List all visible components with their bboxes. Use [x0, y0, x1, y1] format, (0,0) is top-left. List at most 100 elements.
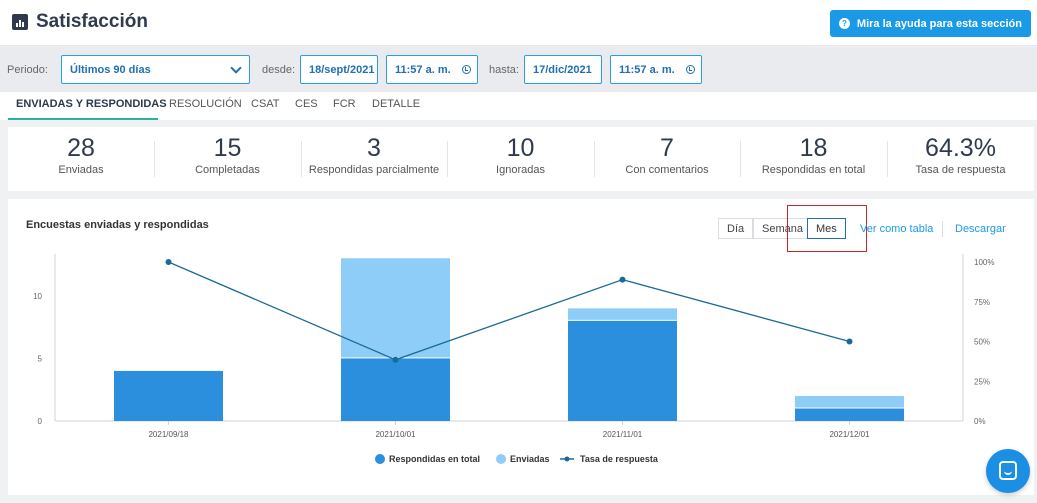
tab-resolucion[interactable]: RESOLUCIÓN: [169, 98, 242, 110]
stat-completadas: 15 Completadas: [154, 127, 301, 191]
point-tasa-respuesta: [846, 338, 853, 345]
legend-label: Enviadas: [510, 454, 550, 464]
point-tasa-respuesta: [165, 259, 172, 265]
stat-label: Enviadas: [58, 164, 104, 176]
legend-label: Respondidas en total: [389, 454, 480, 464]
help-button[interactable]: ? Mira la ayuda para esta sección: [829, 10, 1031, 37]
to-date-value: 17/dic/2021: [533, 63, 592, 76]
stat-label: Con comentarios: [625, 164, 709, 176]
stat-value: 3: [367, 134, 381, 162]
stat-comentarios: 7 Con comentarios: [594, 127, 740, 191]
stat-label: Ignoradas: [496, 164, 545, 176]
tab-enviadas-respondidas[interactable]: ENVIADAS Y RESPONDIDAS: [16, 98, 167, 110]
x-tick-label: 2021/09/18: [148, 430, 189, 439]
granularity-mes[interactable]: Mes: [807, 218, 846, 239]
tab-bar: ENVIADAS Y RESPONDIDAS RESOLUCIÓN CSAT C…: [0, 92, 1037, 120]
point-tasa-respuesta: [619, 276, 626, 283]
stat-label: Completadas: [195, 164, 260, 176]
filter-bar: Periodo: Últimos 90 días desde: 18/sept/…: [0, 47, 1037, 92]
view-as-table-link[interactable]: Ver como tabla: [860, 223, 934, 235]
clock-icon: [461, 65, 471, 74]
y-tick-label-right: 50%: [974, 338, 990, 347]
legend-marker: [496, 454, 506, 464]
to-time-value: 11:57 a. m.: [619, 63, 675, 76]
question-circle-icon: ?: [838, 18, 850, 29]
download-link[interactable]: Descargar: [955, 223, 1006, 235]
y-tick-label-left: 10: [33, 292, 42, 301]
from-label: desde:: [262, 64, 296, 76]
bar-respondidas: [795, 408, 904, 421]
bar-respondidas: [568, 320, 677, 421]
x-tick-label: 2021/11/01: [603, 430, 643, 439]
granularity-dia[interactable]: Día: [718, 218, 754, 239]
granularity-semana[interactable]: Semana: [753, 218, 812, 239]
bar-enviadas: [568, 308, 677, 320]
chevron-down-icon: [230, 62, 242, 74]
divider: [887, 141, 888, 177]
tab-detalle[interactable]: DETALLE: [372, 98, 421, 110]
y-tick-label-right: 25%: [974, 377, 990, 386]
stat-value: 28: [67, 134, 95, 162]
divider: [740, 141, 741, 177]
chart-card: Encuestas enviadas y respondidas Día Sem…: [8, 199, 1034, 495]
from-time-value: 11:57 a. m.: [395, 63, 451, 76]
line-tasa-respuesta: [168, 261, 850, 361]
chat-icon: [999, 461, 1017, 480]
divider: [594, 141, 595, 177]
bar-respondidas: [341, 358, 450, 421]
stats-panel: 28 Enviadas 15 Completadas 3 Respondidas…: [8, 127, 1034, 191]
stat-value: 64.3%: [925, 134, 996, 162]
to-label: hasta:: [489, 64, 519, 76]
tab-ces[interactable]: CES: [295, 98, 318, 110]
stat-label: Tasa de respuesta: [915, 164, 1006, 176]
tab-fcr[interactable]: FCR: [333, 98, 356, 110]
tab-csat[interactable]: CSAT: [251, 98, 280, 110]
bar-respondidas: [114, 370, 223, 421]
bar-chart-icon: [12, 14, 28, 30]
chart-title: Encuestas enviadas y respondidas: [26, 219, 209, 231]
period-label: Periodo:: [7, 64, 48, 76]
divider: [942, 221, 943, 237]
legend-marker: [375, 454, 385, 464]
period-select[interactable]: Últimos 90 días: [61, 55, 250, 84]
to-date-field[interactable]: 17/dic/2021: [524, 55, 602, 84]
stat-value: 7: [660, 134, 674, 162]
y-tick-label-right: 0%: [974, 417, 986, 426]
x-tick-label: 2021/10/01: [375, 430, 416, 439]
legend-marker: [564, 456, 570, 462]
from-date-field[interactable]: 18/sept/2021: [300, 55, 378, 84]
point-tasa-respuesta: [392, 356, 399, 363]
y-tick-label-left: 0: [38, 417, 43, 426]
stat-value: 15: [213, 134, 242, 162]
from-date-value: 18/sept/2021: [309, 63, 375, 76]
bar-enviadas: [795, 395, 904, 408]
to-time-field[interactable]: 11:57 a. m.: [610, 55, 702, 84]
stat-respondidas-total: 18 Respondidas en total: [740, 127, 887, 191]
legend-label: Tasa de respuesta: [580, 454, 659, 464]
stat-value: 18: [799, 134, 828, 162]
x-tick-label: 2021/12/01: [829, 430, 870, 439]
page-header: Satisfacción ? Mira la ayuda para esta s…: [0, 0, 1037, 46]
period-value: Últimos 90 días: [70, 63, 151, 76]
title-wrap: Satisfacción: [12, 11, 148, 33]
active-tab-indicator: [8, 118, 158, 120]
y-tick-label-left: 5: [38, 354, 43, 363]
chat-launcher-button[interactable]: [986, 449, 1030, 493]
y-tick-label-right: 75%: [974, 298, 990, 307]
stat-enviadas: 28 Enviadas: [8, 127, 154, 191]
bar-enviadas: [341, 258, 450, 358]
stat-label: Respondidas en total: [761, 164, 866, 176]
stat-label: Respondidas parcialmente: [308, 164, 440, 176]
y-tick-label-right: 100%: [974, 258, 994, 267]
stat-value: 10: [506, 134, 535, 162]
help-button-label: Mira la ayuda para esta sección: [856, 17, 1022, 30]
stat-tasa-respuesta: 64.3% Tasa de respuesta: [887, 127, 1034, 191]
divider: [301, 141, 302, 177]
from-time-field[interactable]: 11:57 a. m.: [386, 55, 478, 84]
divider: [154, 141, 155, 177]
divider: [447, 141, 448, 177]
clock-icon: [685, 65, 695, 74]
stat-parciales: 3 Respondidas parcialmente: [301, 127, 447, 191]
stat-ignoradas: 10 Ignoradas: [447, 127, 594, 191]
